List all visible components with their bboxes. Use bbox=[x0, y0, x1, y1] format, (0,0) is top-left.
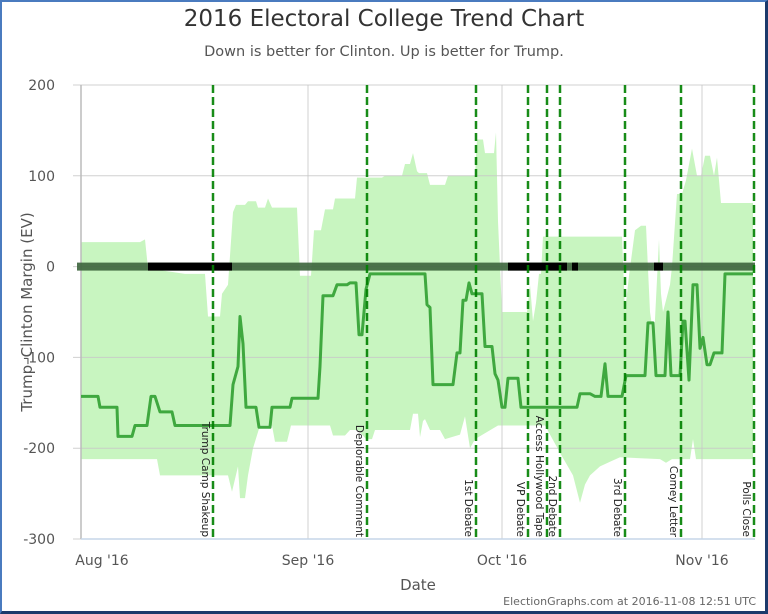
y-tick-label: 0 bbox=[46, 260, 55, 276]
x-tick-label: Aug '16 bbox=[75, 553, 129, 569]
zero-bar-black-segment bbox=[654, 262, 663, 271]
event-label: 3rd Debate bbox=[611, 478, 623, 537]
chart-subtitle: Down is better for Clinton. Up is better… bbox=[204, 44, 564, 60]
y-tick-label: 100 bbox=[28, 169, 55, 185]
event-label: Deplorable Comment bbox=[353, 425, 365, 537]
event-label: VP Debate bbox=[514, 482, 526, 537]
event-label: Comey Letter bbox=[667, 466, 679, 538]
tipping-point-bar bbox=[77, 262, 755, 271]
event-label: Access Hollywood Tape bbox=[533, 416, 545, 537]
event-label: 1st Debate bbox=[462, 479, 474, 537]
y-axis-label: Trump–Clinton Margin (EV) bbox=[18, 212, 36, 412]
y-tick-label: -300 bbox=[23, 532, 55, 548]
y-tick-label: 200 bbox=[28, 78, 55, 94]
footer-credit: ElectionGraphs.com at 2016-11-08 12:51 U… bbox=[503, 595, 756, 608]
event-label: 2nd Debate bbox=[546, 475, 558, 537]
margin-line bbox=[81, 272, 753, 438]
y-tick-label: -100 bbox=[23, 350, 55, 366]
y-tick-label: -200 bbox=[23, 441, 55, 457]
zero-bar-black-segment bbox=[508, 262, 567, 271]
event-label: Trump Camp Shakeup bbox=[199, 421, 211, 538]
x-tick-label: Sep '16 bbox=[282, 553, 335, 569]
zero-bar-black-segment bbox=[148, 262, 232, 271]
chart-title: 2016 Electoral College Trend Chart bbox=[183, 6, 585, 32]
x-tick-label: Nov '16 bbox=[675, 553, 729, 569]
axes: 200 100 0 -100 -200 -300 Aug '16 Sep '16 Oct '16… bbox=[18, 78, 729, 594]
range-band bbox=[81, 132, 753, 503]
range-band-area bbox=[81, 132, 753, 503]
zero-bar-black-segment bbox=[572, 262, 578, 271]
x-axis-label: Date bbox=[400, 576, 436, 594]
event-markers: Trump Camp Shakeup Deplorable Comment 1st … bbox=[199, 85, 756, 539]
margin-line-path bbox=[81, 272, 753, 438]
zero-bar bbox=[77, 262, 755, 271]
event-label: Polls Close bbox=[740, 481, 752, 537]
x-tick-label: Oct '16 bbox=[477, 553, 527, 569]
